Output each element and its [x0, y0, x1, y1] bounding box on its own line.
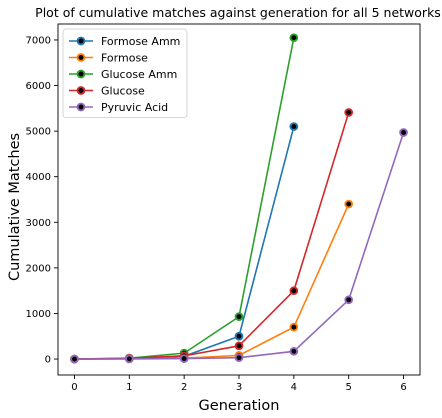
x-tick-label: 1 — [126, 382, 132, 393]
data-point — [399, 128, 408, 137]
legend: Formose Amm Formose Glucose Amm Glucose Pyru… — [62, 28, 188, 118]
series-formose-amm — [70, 122, 299, 364]
x-tick-label: 0 — [71, 382, 77, 393]
data-point — [289, 33, 299, 43]
x-tick-label: 4 — [291, 382, 297, 393]
legend-entry: Pyruvic Acid — [69, 101, 168, 114]
legend-label: Formose Amm — [101, 35, 180, 48]
legend-label: Glucose — [101, 85, 145, 98]
data-point — [344, 295, 354, 305]
legend-marker — [76, 36, 86, 46]
data-point — [234, 341, 244, 351]
legend-entry: Glucose — [69, 85, 145, 98]
y-tick-label: 1000 — [26, 309, 51, 320]
legend-marker — [76, 69, 86, 79]
y-tick-label: 0 — [45, 355, 51, 366]
legend-entry: Formose Amm — [69, 35, 180, 48]
legend-label: Pyruvic Acid — [101, 101, 168, 114]
x-tick-label: 6 — [400, 382, 406, 393]
data-point — [289, 122, 299, 131]
series-glucose — [70, 108, 354, 364]
series-formose — [70, 199, 354, 364]
data-point — [344, 108, 354, 117]
data-point — [234, 312, 244, 322]
data-point — [289, 286, 299, 296]
legend-marker — [76, 102, 86, 112]
y-tick-label: 2000 — [26, 263, 51, 274]
chart-title: Plot of cumulative matches against gener… — [35, 5, 441, 20]
legend-entry: Glucose Amm — [69, 68, 177, 81]
data-point — [234, 353, 244, 363]
plot-area: 0 1 2 3 4 5 6 0 1000 2000 3000 4000 5000 6000 7000 — [26, 23, 421, 393]
data-point — [70, 354, 79, 364]
data-point — [289, 322, 299, 332]
x-tick-label: 3 — [236, 382, 242, 393]
series-line — [74, 132, 405, 360]
data-point — [344, 199, 354, 209]
legend-marker — [76, 86, 86, 95]
legend-marker — [76, 53, 86, 62]
legend-box — [62, 28, 188, 118]
y-axis-label: Cumulative Matches — [7, 133, 23, 281]
y-tick-label: 5000 — [26, 127, 51, 138]
x-tick-label: 2 — [181, 382, 187, 393]
series-pyruvic-acid — [70, 128, 408, 364]
y-tick-label: 4000 — [26, 172, 51, 183]
data-point — [124, 354, 134, 364]
series-line — [74, 112, 350, 360]
data-point — [234, 331, 244, 341]
y-tick-label: 3000 — [26, 218, 51, 229]
y-tick-label: 6000 — [26, 81, 51, 92]
y-tick-label: 7000 — [26, 35, 51, 46]
data-point — [179, 354, 189, 363]
legend-entry: Formose — [69, 52, 148, 65]
x-axis-label: Generation — [199, 398, 280, 414]
legend-label: Formose — [101, 52, 148, 65]
x-tick-label: 5 — [346, 382, 352, 393]
legend-label: Glucose Amm — [101, 68, 177, 81]
data-point — [289, 346, 299, 356]
